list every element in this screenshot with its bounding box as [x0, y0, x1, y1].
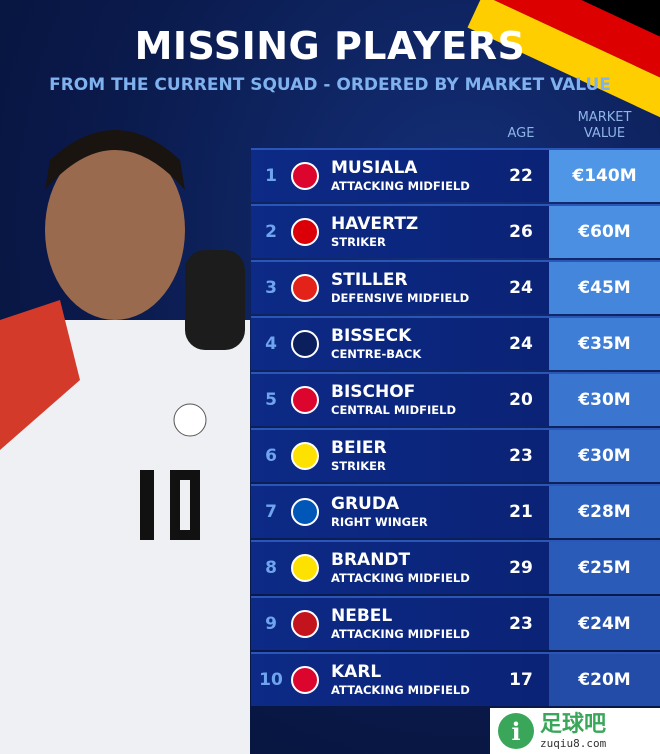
subtitle: FROM THE CURRENT SQUAD - ORDERED BY MARK…	[49, 75, 611, 95]
player-row: 3 STILLER DEFENSIVE MIDFIELD 24 €45M	[251, 260, 660, 314]
player-name: MUSIALA	[331, 157, 418, 178]
player-position: ATTACKING MIDFIELD	[331, 178, 470, 193]
player-row: 1 MUSIALA ATTACKING MIDFIELD 22 €140M	[251, 148, 660, 202]
player-row: 6 BEIER STRIKER 23 €30M	[251, 428, 660, 482]
market-value: €30M	[549, 374, 660, 426]
player-age: 20	[509, 390, 533, 410]
brighton-icon	[291, 498, 319, 526]
player-name: NEBEL	[331, 605, 393, 626]
rank: 1	[265, 166, 277, 186]
market-value: €30M	[549, 430, 660, 482]
inter-icon	[291, 330, 319, 358]
market-value: €140M	[549, 150, 660, 202]
market-value-header: MARKET VALUE	[549, 110, 660, 142]
player-name: BEIER	[331, 437, 387, 458]
player-row: 2 HAVERTZ STRIKER 26 €60M	[251, 204, 660, 258]
dortmund-icon	[291, 442, 319, 470]
player-age: 24	[509, 278, 533, 298]
market-value: €45M	[549, 262, 660, 314]
market-value-header-line2: VALUE	[583, 126, 626, 141]
player-row: 8 BRANDT ATTACKING MIDFIELD 29 €25M	[251, 540, 660, 594]
player-age: 17	[509, 670, 533, 690]
stuttgart-icon	[291, 274, 319, 302]
player-row: 5 BISCHOF CENTRAL MIDFIELD 20 €30M	[251, 372, 660, 426]
watermark-url: zuqiu8.com	[540, 736, 607, 750]
rank: 6	[265, 446, 277, 466]
player-age: 29	[509, 558, 533, 578]
market-value: €24M	[549, 598, 660, 650]
player-position: ATTACKING MIDFIELD	[331, 570, 470, 585]
bayern-icon	[291, 162, 319, 190]
market-value: €28M	[549, 486, 660, 538]
rank: 9	[265, 614, 277, 634]
player-name: STILLER	[331, 269, 408, 290]
player-position: ATTACKING MIDFIELD	[331, 626, 470, 641]
rank: 5	[265, 390, 277, 410]
player-position: STRIKER	[331, 458, 386, 473]
mainz-icon	[291, 610, 319, 638]
watermark-brand: 足球吧	[540, 711, 607, 737]
player-position: ATTACKING MIDFIELD	[331, 682, 470, 697]
player-name: BRANDT	[331, 549, 411, 570]
dortmund-icon	[291, 554, 319, 582]
rank: 3	[265, 278, 277, 298]
rank: 2	[265, 222, 277, 242]
player-photo	[0, 130, 250, 754]
rank: 10	[259, 670, 283, 690]
market-value: €20M	[549, 654, 660, 706]
player-position: CENTRE-BACK	[331, 346, 422, 361]
player-name: BISSECK	[331, 325, 412, 346]
player-age: 26	[509, 222, 533, 242]
player-name: HAVERTZ	[331, 213, 419, 234]
player-row: 9 NEBEL ATTACKING MIDFIELD 23 €24M	[251, 596, 660, 650]
player-row: 4 BISSECK CENTRE-BACK 24 €35M	[251, 316, 660, 370]
player-age: 24	[509, 334, 533, 354]
rank: 8	[265, 558, 277, 578]
market-value: €60M	[549, 206, 660, 258]
page-title: MISSING PLAYERS	[134, 24, 526, 68]
player-name: GRUDA	[331, 493, 400, 514]
market-value: €25M	[549, 542, 660, 594]
player-name: BISCHOF	[331, 381, 416, 402]
rank: 7	[265, 502, 277, 522]
player-row: 10 KARL ATTACKING MIDFIELD 17 €20M	[251, 652, 660, 706]
player-position: DEFENSIVE MIDFIELD	[331, 290, 470, 305]
player-age: 21	[509, 502, 533, 522]
age-header: AGE	[507, 126, 535, 141]
watermark: i 足球吧 zuqiu8.com	[490, 708, 660, 754]
bayern-icon	[291, 666, 319, 694]
player-position: RIGHT WINGER	[331, 514, 428, 529]
market-value: €35M	[549, 318, 660, 370]
player-position: STRIKER	[331, 234, 386, 249]
player-row: 7 GRUDA RIGHT WINGER 21 €28M	[251, 484, 660, 538]
player-age: 22	[509, 166, 533, 186]
player-age: 23	[509, 446, 533, 466]
arsenal-icon	[291, 218, 319, 246]
market-value-header-line1: MARKET	[577, 110, 632, 125]
player-age: 23	[509, 614, 533, 634]
bayern-icon	[291, 386, 319, 414]
watermark-logo-icon: i	[498, 713, 534, 749]
player-name: KARL	[331, 661, 382, 682]
rank: 4	[265, 334, 277, 354]
player-position: CENTRAL MIDFIELD	[331, 402, 456, 417]
